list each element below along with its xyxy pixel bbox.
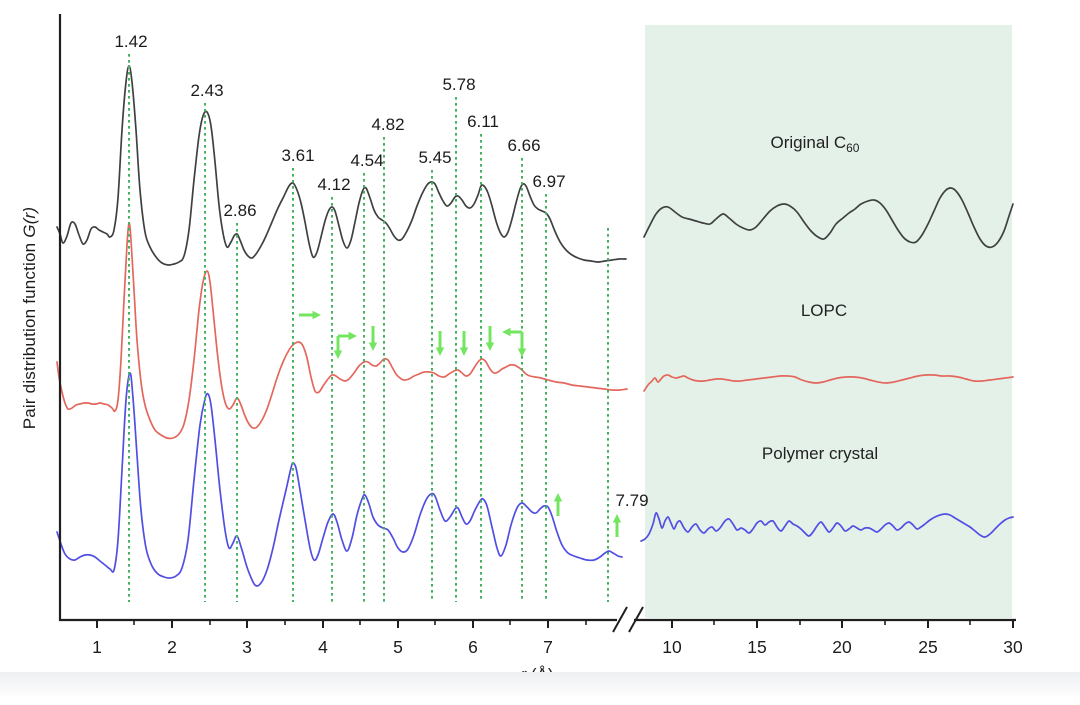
x-axis-tick-label: 4 — [318, 637, 328, 657]
curve-label-original-c60-text: Original C — [770, 133, 847, 152]
x-axis-tick-label: 3 — [242, 637, 252, 657]
curve-polymer-crystal-long-range — [640, 512, 1014, 542]
curve-label-original-c60-subscript: 60 — [846, 141, 860, 155]
curve-lopc-short-range — [56, 222, 628, 440]
peak-shift-arrowhead — [333, 350, 343, 359]
peak-shift-arrowhead — [485, 342, 495, 351]
x-axis-tick-label: 6 — [468, 637, 478, 657]
x-axis-tick-label: 10 — [662, 637, 682, 657]
peak-shift-arrowhead — [612, 514, 622, 523]
curve-polymer-crystal-short-range — [56, 372, 623, 587]
curve-label-original-c60: Original C60 — [770, 133, 860, 155]
axis-break-mark — [628, 606, 644, 633]
peak-shift-arrowhead — [312, 310, 321, 320]
page-bottom-strip — [0, 672, 1080, 696]
peak-shift-arrowhead — [502, 327, 511, 337]
curve-original-c60-long-range — [643, 187, 1014, 249]
peak-label: 2.86 — [223, 201, 256, 220]
peak-label: 4.54 — [350, 151, 383, 170]
peak-label: 2.43 — [190, 81, 223, 100]
peak-label: 3.61 — [281, 146, 314, 165]
peak-label: 7.79 — [615, 491, 648, 510]
curve-label-polymer-crystal: Polymer crystal — [761, 444, 879, 463]
peak-shift-arrowhead — [348, 331, 357, 341]
curve-label-lopc: LOPC — [800, 301, 848, 320]
x-axis-tick-label: 5 — [393, 637, 403, 657]
peak-shift-arrowhead — [435, 347, 445, 356]
peak-label: 6.11 — [467, 112, 499, 131]
y-axis-title-text: Pair distribution function — [20, 237, 39, 430]
x-axis-tick-label: 15 — [747, 637, 766, 657]
y-axis-title-function: G(r) — [20, 206, 39, 238]
curve-lopc-long-range — [643, 374, 1014, 392]
peak-label: 4.12 — [317, 175, 350, 194]
x-axis-tick-label: 1 — [92, 637, 102, 657]
peak-label: 5.45 — [418, 148, 451, 167]
x-axis-tick-label: 20 — [832, 637, 852, 657]
peak-shift-arrowhead — [517, 348, 527, 357]
peak-label: 6.97 — [532, 172, 565, 191]
highlight-region — [645, 25, 1012, 618]
peak-label: 5.78 — [442, 75, 475, 94]
x-axis-tick-label: 7 — [543, 637, 553, 657]
peak-label: 6.66 — [507, 136, 540, 155]
peak-shift-arrowhead — [459, 347, 469, 356]
x-axis-tick-label: 2 — [167, 637, 177, 657]
x-axis-tick-label: 30 — [1003, 637, 1023, 657]
axis-break-mark — [612, 606, 628, 633]
x-axis-tick-label: 25 — [918, 637, 937, 657]
peak-label: 4.82 — [371, 115, 404, 134]
peak-label: 1.42 — [114, 32, 147, 51]
peak-shift-arrowhead — [553, 493, 563, 502]
curve-original-c60-short-range — [56, 65, 627, 266]
y-axis-title: Pair distribution function G(r) — [20, 207, 40, 430]
peak-shift-arrowhead — [368, 342, 378, 351]
